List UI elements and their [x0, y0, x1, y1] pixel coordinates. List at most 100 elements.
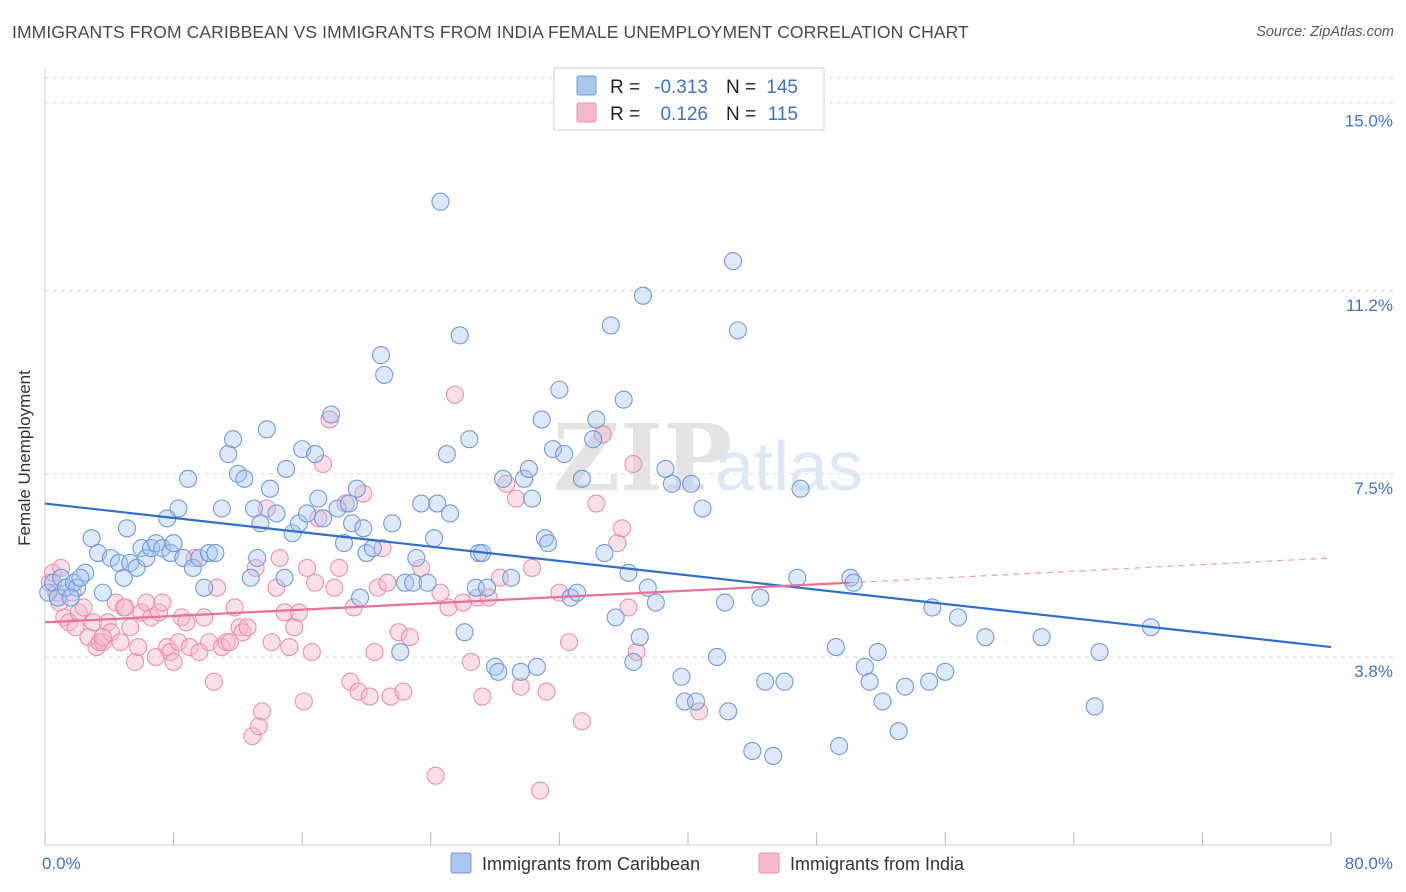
- caribbean-point: [723, 252, 743, 271]
- caribbean-point: [309, 489, 328, 508]
- legend-swatch-india: [576, 102, 597, 123]
- caribbean-point: [383, 514, 402, 533]
- legend-swatch-caribbean: [576, 75, 597, 96]
- caribbean-point: [39, 583, 58, 602]
- caribbean-point: [672, 667, 691, 686]
- india-point: [164, 652, 183, 671]
- caribbean-point: [543, 440, 563, 459]
- caribbean-point: [494, 469, 513, 488]
- caribbean-point: [478, 578, 497, 597]
- india-point: [238, 618, 257, 637]
- caribbean-point: [179, 469, 198, 488]
- india-point: [365, 642, 384, 662]
- y-tick-label: 15.0%: [1345, 112, 1393, 131]
- caribbean-point: [1032, 628, 1051, 647]
- caribbean-point: [889, 722, 908, 741]
- caribbean-point: [873, 692, 892, 711]
- correlation-legend: R = -0.313 N = 145 R = 0.126 N = 115: [553, 67, 825, 131]
- india-point: [125, 652, 145, 671]
- legend-r-value-caribbean: -0.313: [654, 77, 708, 98]
- caribbean-point: [707, 647, 726, 667]
- trend-lines: [44, 502, 1332, 649]
- caribbean-point: [371, 346, 391, 365]
- caribbean-point: [93, 583, 112, 602]
- india-point: [190, 642, 209, 662]
- india-point: [426, 766, 445, 785]
- india-point: [195, 608, 214, 627]
- caribbean-point: [527, 657, 546, 676]
- india-point: [111, 633, 130, 652]
- caribbean-point: [354, 519, 373, 538]
- source-label: Source: ZipAtlas.com: [1256, 24, 1394, 40]
- caribbean-point: [572, 469, 591, 488]
- caribbean-point: [224, 430, 243, 449]
- legend-r-value-india: 0.126: [660, 104, 708, 125]
- legend-n-label-caribbean: N =: [726, 77, 756, 98]
- india-point: [400, 628, 419, 647]
- caribbean-point: [587, 410, 606, 429]
- caribbean-point: [441, 504, 460, 523]
- caribbean-point: [195, 578, 214, 597]
- india-trend-extension: [848, 557, 1332, 584]
- caribbean-point: [169, 499, 188, 518]
- india-point: [511, 677, 530, 696]
- caribbean-point: [606, 608, 625, 627]
- india-point: [531, 781, 550, 800]
- caribbean-point: [686, 692, 706, 711]
- caribbean-point: [404, 573, 423, 592]
- y-tick-label: 7.5%: [1354, 479, 1393, 498]
- watermark: ZIP atlas: [553, 404, 863, 512]
- india-point: [129, 638, 148, 657]
- india-point: [243, 727, 262, 746]
- caribbean-point: [539, 534, 558, 553]
- india-point: [270, 548, 289, 568]
- caribbean-point: [418, 573, 437, 592]
- india-point: [280, 638, 299, 657]
- caribbean-point: [306, 445, 325, 464]
- x-tick-label-left: 0.0%: [42, 854, 81, 873]
- caribbean-point: [71, 568, 90, 587]
- y-tick-label: 11.2%: [1346, 296, 1393, 315]
- caribbean-point: [117, 519, 137, 538]
- y-tick-labels: 3.8% 7.5% 11.2% 15.0%: [1345, 112, 1393, 681]
- india-point: [66, 618, 85, 637]
- india-point: [559, 633, 579, 652]
- caribbean-point: [489, 662, 508, 681]
- caribbean-point: [868, 642, 887, 662]
- india-point: [262, 633, 281, 652]
- caribbean-point: [212, 499, 231, 518]
- caribbean-point: [322, 405, 341, 424]
- caribbean-point: [791, 479, 810, 498]
- caribbean-point: [257, 420, 276, 439]
- caribbean-point: [174, 548, 193, 568]
- india-point: [368, 578, 387, 597]
- india-point: [121, 618, 140, 637]
- caribbean-point: [68, 578, 87, 597]
- caribbean-point: [297, 504, 317, 523]
- caribbean-point: [601, 316, 620, 335]
- india-point: [116, 598, 135, 617]
- caribbean-point: [248, 548, 267, 568]
- caribbean-point: [860, 672, 879, 691]
- caribbean-point: [283, 524, 302, 543]
- legend-n-label-india: N =: [726, 104, 756, 125]
- caribbean-point: [424, 529, 444, 548]
- india-point: [627, 642, 646, 662]
- caribbean-point: [555, 445, 574, 464]
- india-point: [360, 687, 379, 706]
- india-point: [233, 623, 252, 642]
- caribbean-point: [76, 563, 95, 582]
- axes: [44, 68, 1332, 846]
- india-point: [523, 558, 542, 577]
- india-point: [153, 593, 172, 612]
- india-point: [302, 642, 321, 662]
- caribbean-point: [595, 543, 614, 563]
- caribbean-point: [630, 628, 649, 647]
- caribbean-point: [830, 736, 849, 756]
- caribbean-point: [486, 657, 505, 676]
- caribbean-point: [164, 534, 183, 553]
- legend-r-label-caribbean: R =: [610, 77, 640, 98]
- series-legend: Immigrants from Caribbean Immigrants fro…: [450, 852, 965, 874]
- india-point: [473, 687, 492, 706]
- india-point: [289, 603, 309, 622]
